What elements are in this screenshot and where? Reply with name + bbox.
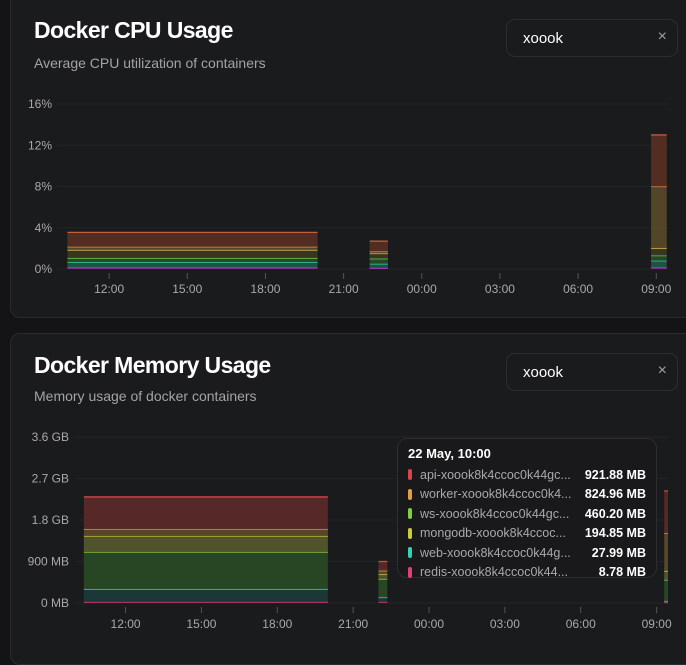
ws-area [84, 552, 328, 589]
y-tick-label: 1.8 GB [32, 513, 69, 527]
api-area [84, 497, 328, 529]
series-color-swatch [408, 547, 412, 558]
series-value: 824.96 MB [585, 487, 646, 501]
x-tick-label: 18:00 [262, 617, 292, 631]
series-name: api-xoook8k4ccoc0k44gc... [420, 468, 579, 482]
x-tick-label: 15:00 [186, 617, 216, 631]
y-tick-label: 2.7 GB [32, 472, 69, 486]
x-tick-label: 12:00 [111, 617, 141, 631]
series-name: redis-xoook8k4ccoc0k44... [420, 565, 593, 579]
series-value: 194.85 MB [585, 526, 646, 540]
ws-area [664, 580, 668, 601]
tooltip-title: 22 May, 10:00 [408, 446, 646, 461]
series-name: web-xoook8k4ccoc0k44g... [420, 546, 586, 560]
tooltip-row: worker-xoook8k4ccoc0k4... 824.96 MB [408, 485, 646, 505]
x-tick-label: 00:00 [414, 617, 444, 631]
mongodb-area [378, 574, 387, 579]
memory-tooltip: 22 May, 10:00 api-xoook8k4ccoc0k44gc... 9… [397, 438, 657, 578]
tooltip-row: ws-xoook8k4ccoc0k44gc... 460.20 MB [408, 504, 646, 524]
x-tick-label: 09:00 [642, 617, 672, 631]
series-name: mongodb-xoook8k4ccoc... [420, 526, 579, 540]
y-tick-label: 0 MB [41, 596, 69, 610]
tooltip-row: mongodb-xoook8k4ccoc... 194.85 MB [408, 524, 646, 544]
series-value: 460.20 MB [585, 507, 646, 521]
mongodb-area [84, 536, 328, 552]
worker-area [84, 529, 328, 536]
tooltip-row: web-xoook8k4ccoc0k44g... 27.99 MB [408, 543, 646, 563]
series-value: 8.78 MB [599, 565, 646, 579]
series-color-swatch [408, 528, 412, 539]
web-area [378, 597, 387, 602]
x-tick-label: 03:00 [490, 617, 520, 631]
worker-area [664, 533, 668, 571]
y-tick-label: 3.6 GB [32, 430, 69, 444]
series-value: 27.99 MB [592, 546, 646, 560]
series-color-swatch [408, 489, 412, 500]
series-color-swatch [408, 469, 412, 480]
x-tick-label: 06:00 [566, 617, 596, 631]
tooltip-row: api-xoook8k4ccoc0k44gc... 921.88 MB [408, 465, 646, 485]
web-area [84, 589, 328, 602]
series-color-swatch [408, 567, 412, 578]
api-area [378, 562, 387, 571]
series-name: ws-xoook8k4ccoc0k44gc... [420, 507, 579, 521]
ws-area [378, 579, 387, 597]
series-color-swatch [408, 508, 412, 519]
mongodb-area [664, 571, 668, 580]
tooltip-row: redis-xoook8k4ccoc0k44... 8.78 MB [408, 563, 646, 583]
y-tick-label: 900 MB [28, 555, 69, 569]
series-name: worker-xoook8k4ccoc0k4... [420, 487, 579, 501]
api-area [664, 491, 668, 533]
x-tick-label: 21:00 [338, 617, 368, 631]
series-value: 921.88 MB [585, 468, 646, 482]
